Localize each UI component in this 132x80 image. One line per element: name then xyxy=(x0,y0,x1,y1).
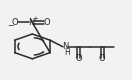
Text: O: O xyxy=(12,18,18,27)
Text: O: O xyxy=(44,18,50,27)
Text: H: H xyxy=(64,48,70,56)
Text: O: O xyxy=(99,54,106,63)
Text: +: + xyxy=(32,16,38,22)
Text: O: O xyxy=(75,54,82,63)
Text: −: − xyxy=(7,21,13,30)
Text: N: N xyxy=(62,42,69,50)
Text: N: N xyxy=(28,18,34,27)
